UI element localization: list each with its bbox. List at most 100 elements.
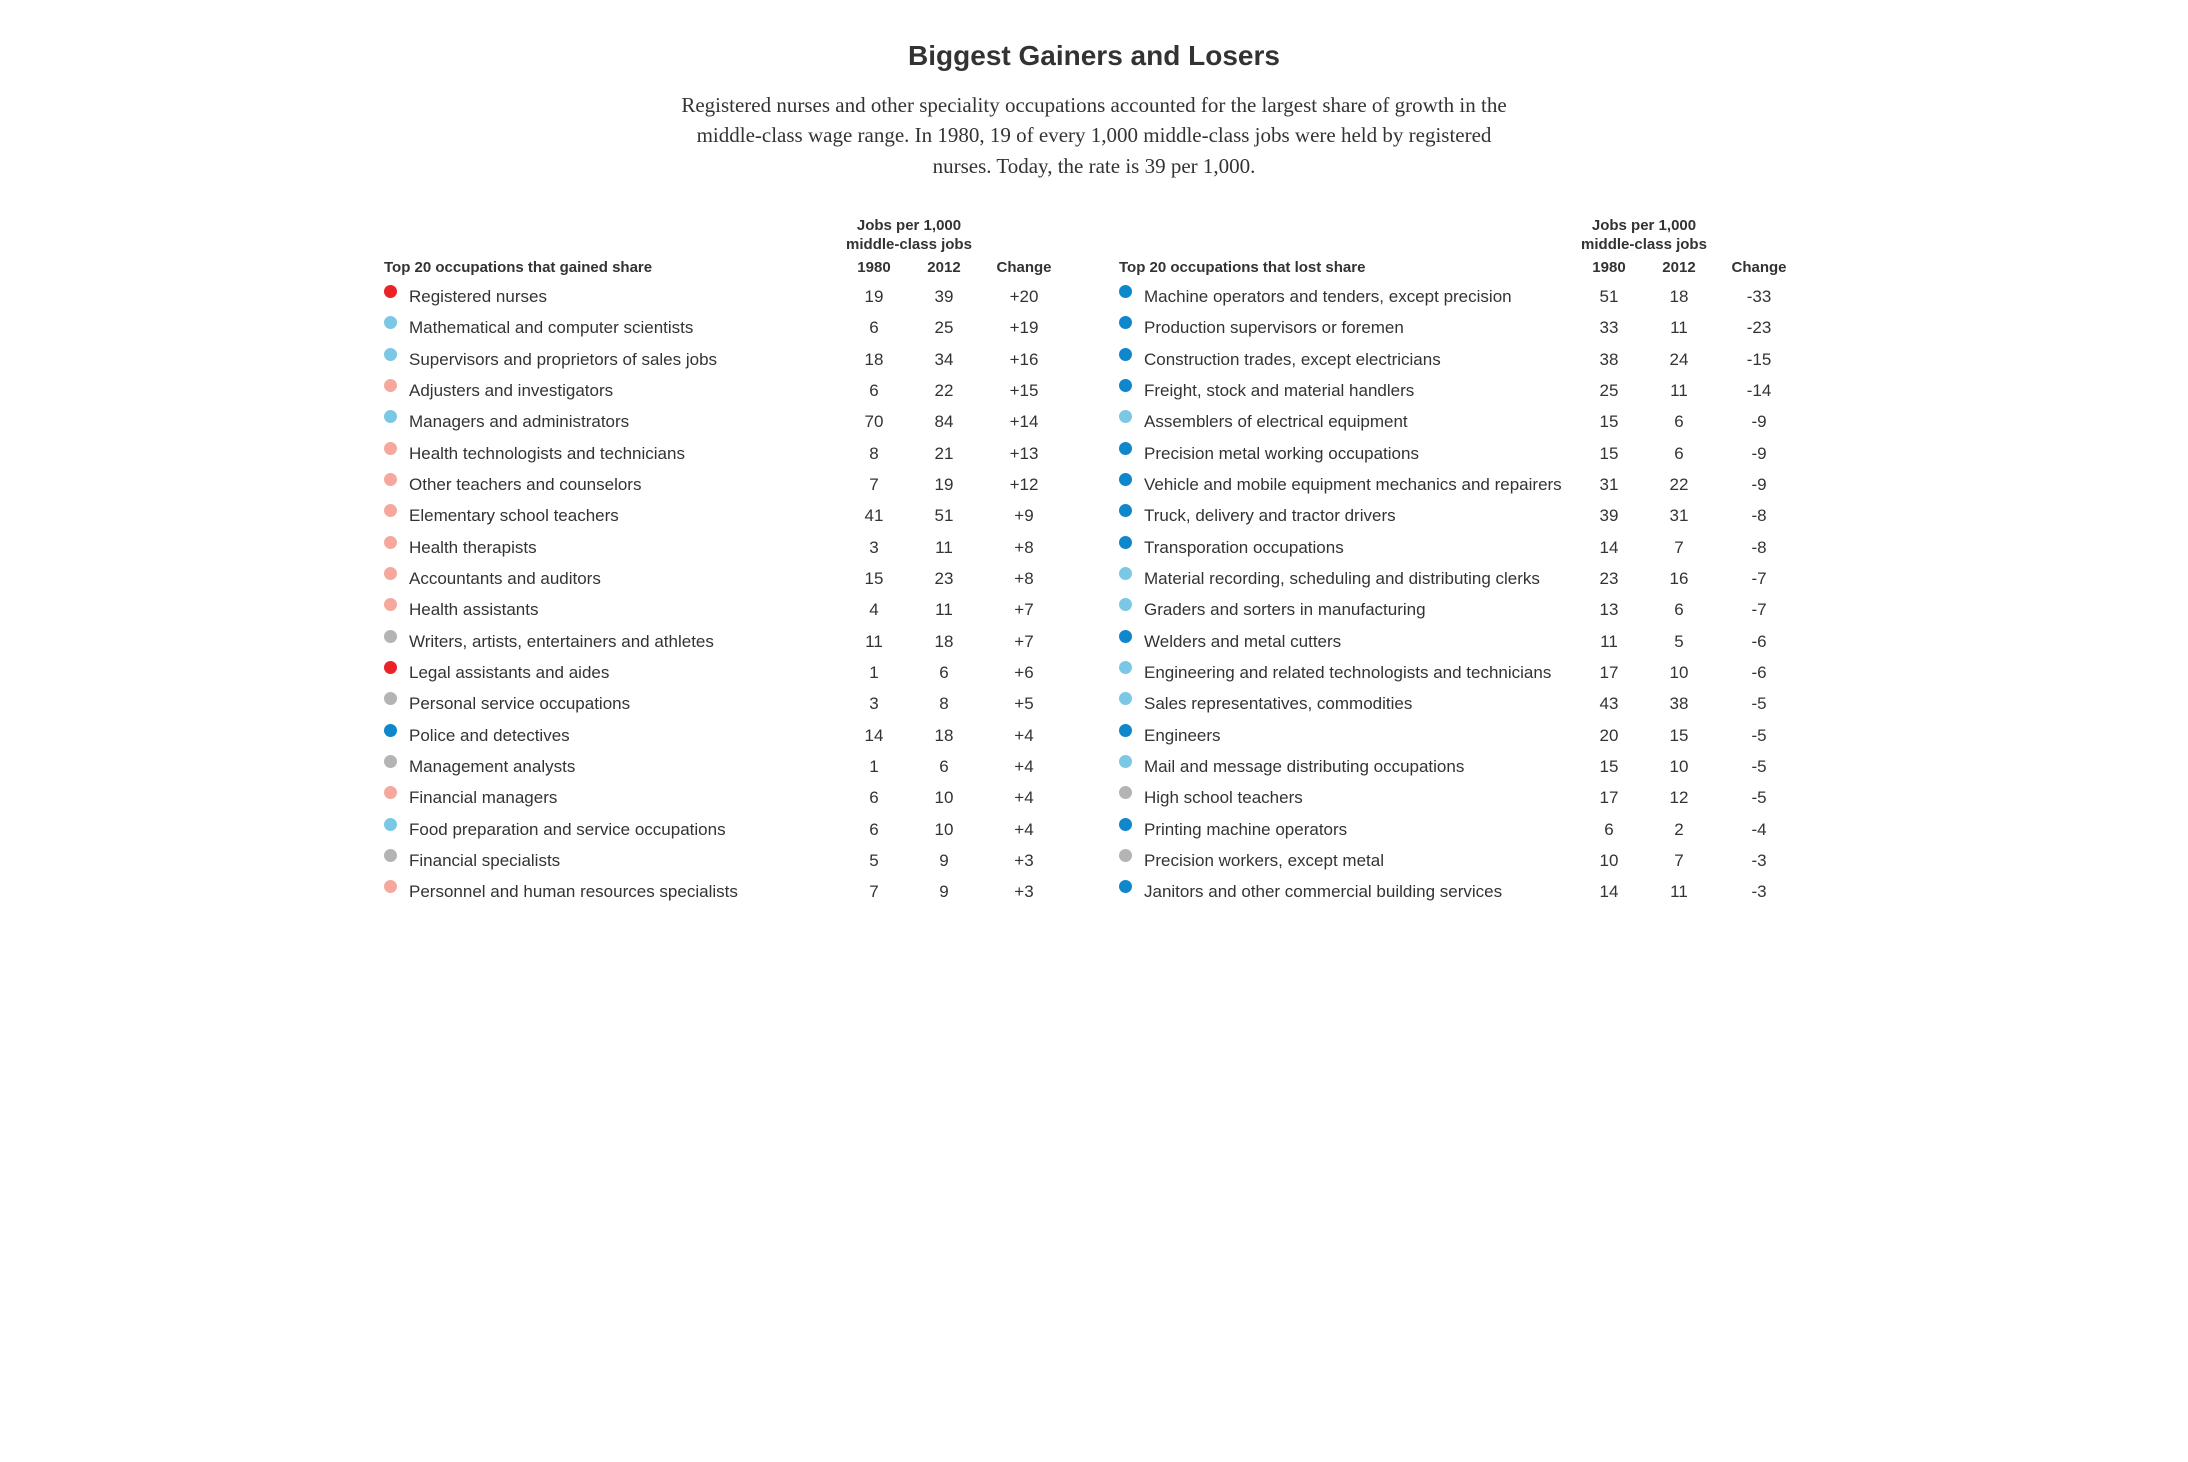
occupation-label: Registered nurses xyxy=(409,284,829,310)
occupation-cell: Welders and metal cutters xyxy=(1119,629,1574,660)
table-row: Health assistants411+7 xyxy=(384,597,1069,628)
category-dot-icon xyxy=(1119,285,1132,298)
value-1980: 6 xyxy=(839,378,909,409)
value-change: +19 xyxy=(979,315,1069,346)
occupation-cell: Legal assistants and aides xyxy=(384,660,839,691)
occupation-label: Janitors and other commercial building s… xyxy=(1144,879,1564,905)
value-2012: 12 xyxy=(1644,785,1714,816)
value-2012: 38 xyxy=(1644,691,1714,722)
category-dot-icon xyxy=(384,880,397,893)
occupation-cell: Mathematical and computer scientists xyxy=(384,315,839,346)
value-1980: 4 xyxy=(839,597,909,628)
category-dot-icon xyxy=(1119,410,1132,423)
value-change: +8 xyxy=(979,535,1069,566)
occupation-label: Other teachers and counselors xyxy=(409,472,829,498)
table-row: Legal assistants and aides16+6 xyxy=(384,660,1069,691)
value-2012: 25 xyxy=(909,315,979,346)
category-dot-icon xyxy=(384,410,397,423)
occupation-label: Supervisors and proprietors of sales job… xyxy=(409,347,829,373)
value-change: +7 xyxy=(979,629,1069,660)
table-row: Machine operators and tenders, except pr… xyxy=(1119,284,1804,315)
category-dot-icon xyxy=(1119,849,1132,862)
gainers-column: Jobs per 1,000 middle-class jobs Top 20 … xyxy=(384,217,1069,910)
gainers-table: Jobs per 1,000 middle-class jobs Top 20 … xyxy=(384,217,1069,910)
value-change: -5 xyxy=(1714,754,1804,785)
value-2012: 39 xyxy=(909,284,979,315)
occupation-cell: Printing machine operators xyxy=(1119,817,1574,848)
category-dot-icon xyxy=(384,379,397,392)
value-change: -23 xyxy=(1714,315,1804,346)
value-2012: 11 xyxy=(1644,378,1714,409)
table-row: Supervisors and proprietors of sales job… xyxy=(384,347,1069,378)
value-1980: 20 xyxy=(1574,723,1644,754)
table-row: Material recording, scheduling and distr… xyxy=(1119,566,1804,597)
header-change: Change xyxy=(1714,259,1804,284)
occupation-label: Mathematical and computer scientists xyxy=(409,315,829,341)
category-dot-icon xyxy=(384,661,397,674)
losers-body: Machine operators and tenders, except pr… xyxy=(1119,284,1804,911)
value-1980: 14 xyxy=(839,723,909,754)
occupation-label: Health assistants xyxy=(409,597,829,623)
table-row: Sales representatives, commodities4338-5 xyxy=(1119,691,1804,722)
value-change: +9 xyxy=(979,503,1069,534)
value-2012: 15 xyxy=(1644,723,1714,754)
value-2012: 7 xyxy=(1644,848,1714,879)
occupation-label: Freight, stock and material handlers xyxy=(1144,378,1564,404)
table-row: Health therapists311+8 xyxy=(384,535,1069,566)
value-2012: 16 xyxy=(1644,566,1714,597)
losers-caption: Top 20 occupations that lost share xyxy=(1119,259,1574,284)
occupation-cell: Accountants and auditors xyxy=(384,566,839,597)
table-row: Truck, delivery and tractor drivers3931-… xyxy=(1119,503,1804,534)
table-row: Precision metal working occupations156-9 xyxy=(1119,441,1804,472)
occupation-cell: Graders and sorters in manufacturing xyxy=(1119,597,1574,628)
value-1980: 3 xyxy=(839,691,909,722)
occupation-label: Personal service occupations xyxy=(409,691,829,717)
value-2012: 84 xyxy=(909,409,979,440)
value-2012: 11 xyxy=(1644,879,1714,910)
occupation-cell: Elementary school teachers xyxy=(384,503,839,534)
table-row: Other teachers and counselors719+12 xyxy=(384,472,1069,503)
value-change: +4 xyxy=(979,785,1069,816)
occupation-cell: Precision workers, except metal xyxy=(1119,848,1574,879)
occupation-label: Precision workers, except metal xyxy=(1144,848,1564,874)
occupation-label: High school teachers xyxy=(1144,785,1564,811)
occupation-label: Adjusters and investigators xyxy=(409,378,829,404)
value-change: -33 xyxy=(1714,284,1804,315)
value-1980: 15 xyxy=(1574,409,1644,440)
value-2012: 51 xyxy=(909,503,979,534)
occupation-cell: High school teachers xyxy=(1119,785,1574,816)
value-change: +4 xyxy=(979,754,1069,785)
page-subtitle: Registered nurses and other speciality o… xyxy=(679,90,1509,181)
value-change: +20 xyxy=(979,284,1069,315)
value-2012: 9 xyxy=(909,848,979,879)
category-dot-icon xyxy=(1119,379,1132,392)
value-1980: 33 xyxy=(1574,315,1644,346)
value-change: +13 xyxy=(979,441,1069,472)
table-row: Food preparation and service occupations… xyxy=(384,817,1069,848)
value-2012: 8 xyxy=(909,691,979,722)
value-change: -15 xyxy=(1714,347,1804,378)
occupation-label: Transporation occupations xyxy=(1144,535,1564,561)
occupation-cell: Financial specialists xyxy=(384,848,839,879)
table-row: Police and detectives1418+4 xyxy=(384,723,1069,754)
occupation-cell: Health assistants xyxy=(384,597,839,628)
occupation-cell: Health therapists xyxy=(384,535,839,566)
value-change: +8 xyxy=(979,566,1069,597)
value-change: +3 xyxy=(979,848,1069,879)
occupation-label: Personnel and human resources specialist… xyxy=(409,879,829,905)
occupation-label: Management analysts xyxy=(409,754,829,780)
value-change: -4 xyxy=(1714,817,1804,848)
occupation-cell: Freight, stock and material handlers xyxy=(1119,378,1574,409)
value-2012: 24 xyxy=(1644,347,1714,378)
category-dot-icon xyxy=(1119,755,1132,768)
category-dot-icon xyxy=(1119,818,1132,831)
category-dot-icon xyxy=(384,598,397,611)
occupation-cell: Adjusters and investigators xyxy=(384,378,839,409)
occupation-label: Accountants and auditors xyxy=(409,566,829,592)
value-change: +14 xyxy=(979,409,1069,440)
container: Biggest Gainers and Losers Registered nu… xyxy=(384,40,1804,911)
occupation-cell: Personal service occupations xyxy=(384,691,839,722)
page-title: Biggest Gainers and Losers xyxy=(384,40,1804,72)
occupation-label: Precision metal working occupations xyxy=(1144,441,1564,467)
value-change: +6 xyxy=(979,660,1069,691)
